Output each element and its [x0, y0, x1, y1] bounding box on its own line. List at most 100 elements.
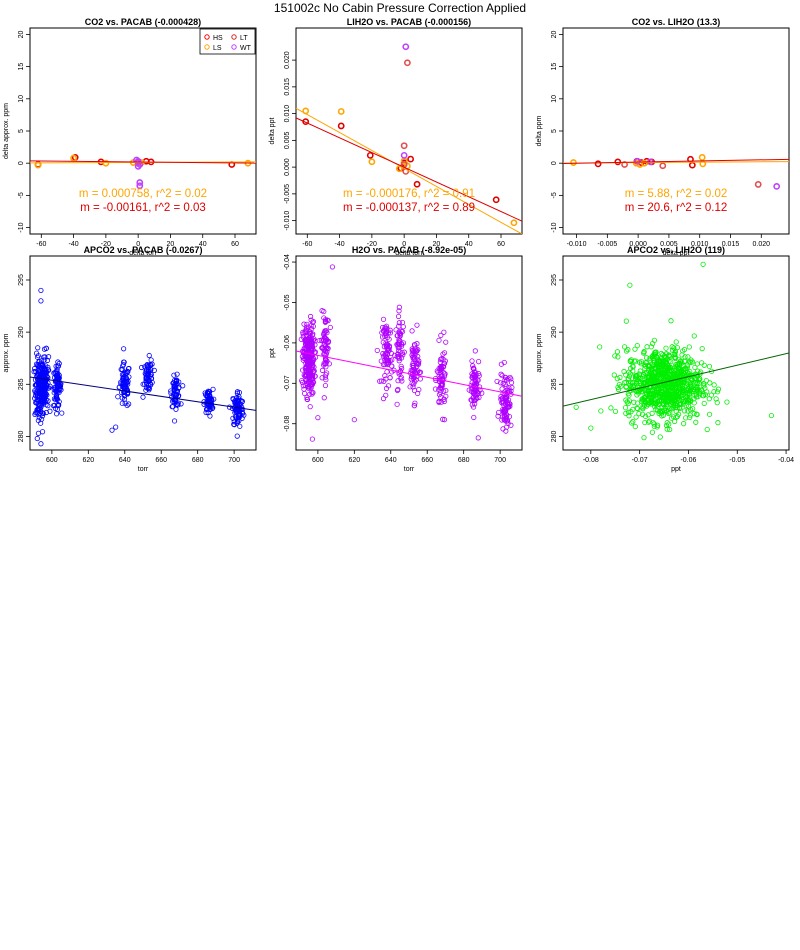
data-point: [400, 352, 406, 358]
data-point: [171, 399, 177, 405]
data-point-apco2: [573, 404, 579, 410]
data-point-lt: [659, 162, 667, 170]
data-point: [641, 350, 647, 356]
data-point: [664, 420, 670, 426]
data-point: [701, 381, 707, 387]
plot-area: [563, 261, 789, 441]
data-point-ls: [337, 108, 345, 115]
x-tick-label: 0.010: [691, 241, 709, 248]
data-point: [699, 346, 705, 352]
data-point-lt: [754, 181, 762, 188]
data-point: [615, 386, 622, 393]
data-point: [299, 348, 306, 354]
data-point: [307, 361, 313, 367]
data-point: [122, 382, 128, 388]
x-tick-label: -0.05: [729, 457, 745, 464]
data-point-h2o: [315, 415, 321, 421]
data-point: [508, 422, 514, 428]
data-point: [647, 369, 653, 375]
data-point: [396, 320, 402, 326]
data-point: [645, 375, 652, 381]
data-point: [327, 324, 333, 331]
data-point: [438, 332, 444, 339]
data-point: [53, 363, 59, 369]
data-point: [125, 366, 132, 372]
data-point: [655, 389, 661, 395]
data-point: [664, 356, 671, 362]
data-point: [303, 371, 309, 378]
data-point: [681, 396, 687, 402]
data-point: [145, 385, 151, 391]
data-point: [651, 421, 657, 427]
x-tick-label: 660: [421, 457, 433, 464]
plot-area: [296, 43, 522, 234]
data-point: [643, 355, 650, 361]
x-tick-label: 0.015: [722, 241, 740, 248]
data-point: [499, 386, 505, 392]
data-point: [508, 379, 515, 386]
data-point: [119, 400, 125, 406]
data-point: [671, 381, 677, 388]
data-point: [650, 400, 656, 406]
x-axis-label: torr: [404, 466, 415, 473]
data-point: [387, 374, 393, 381]
data-point: [201, 399, 207, 405]
data-point-ls: [510, 219, 518, 227]
data-point: [508, 376, 514, 382]
data-point: [210, 405, 216, 411]
legend-label: HS: [213, 35, 223, 42]
x-tick-label: 0.000: [629, 241, 647, 248]
fit-line: [296, 117, 522, 222]
data-point-wt: [400, 151, 408, 159]
data-point-hs: [366, 151, 374, 159]
data-point: [674, 413, 680, 420]
data-point: [494, 378, 500, 385]
data-point: [694, 411, 700, 417]
data-point: [598, 408, 604, 414]
data-point: [443, 393, 449, 399]
x-tick-label: 60: [231, 241, 239, 248]
data-point: [472, 401, 478, 407]
panel-6: APCO2 vs. LIH2O (119) -0.08 -0.07 -0.06 -0.0…: [536, 245, 794, 473]
data-point: [646, 377, 652, 383]
data-point: [171, 387, 177, 393]
data-point: [232, 409, 238, 416]
data-point: [234, 433, 240, 439]
data-point: [469, 402, 475, 408]
data-point: [642, 399, 648, 405]
data-point: [44, 357, 51, 363]
data-point: [715, 420, 721, 426]
panel-title: APCO2 vs. LIH2O (119): [627, 245, 725, 255]
data-point: [438, 399, 444, 405]
data-point: [173, 392, 180, 398]
legend-label: LT: [240, 35, 248, 42]
data-point: [642, 380, 648, 386]
data-point: [669, 347, 676, 353]
x-tick-label: -0.010: [567, 241, 587, 248]
plot-frame: [29, 255, 257, 451]
data-point: [674, 402, 680, 409]
data-point: [704, 426, 710, 433]
data-point: [657, 394, 663, 400]
data-point: [303, 328, 309, 334]
y-axis-label: ppt: [269, 348, 276, 358]
data-point-ls: [70, 154, 77, 162]
data-point: [41, 354, 47, 360]
data-point: [625, 347, 631, 353]
data-point: [684, 387, 690, 393]
data-point: [608, 405, 614, 411]
data-point: [672, 418, 678, 425]
data-point: [385, 348, 392, 354]
data-point: [472, 390, 478, 397]
data-point: [498, 371, 504, 377]
data-point: [236, 389, 242, 396]
data-point: [616, 381, 622, 388]
data-point: [41, 357, 47, 363]
x-tick-label: -0.06: [680, 457, 696, 464]
data-point: [416, 369, 423, 376]
y-tick-label: -0.010: [284, 211, 291, 231]
plot-area: [30, 287, 256, 447]
data-point: [43, 409, 49, 416]
data-point: [675, 389, 682, 395]
